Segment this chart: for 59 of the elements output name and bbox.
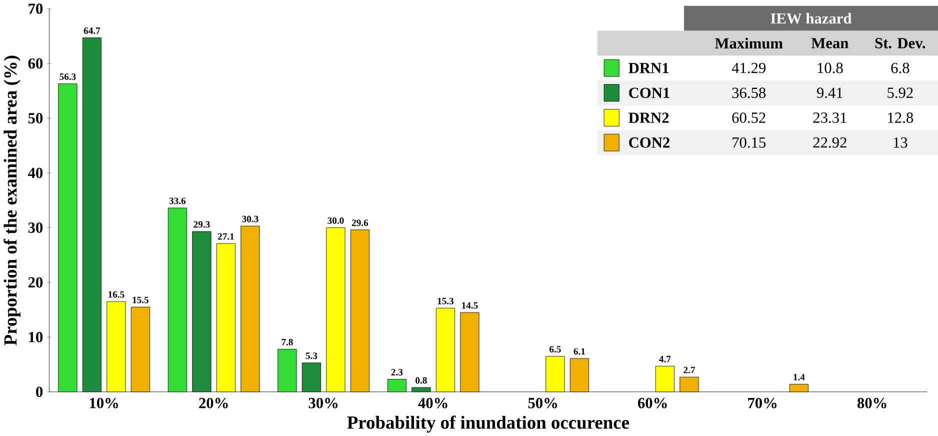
data-label: 14.5 bbox=[462, 302, 478, 309]
data-label: 1.4 bbox=[794, 374, 805, 380]
data-label: 30.0 bbox=[328, 217, 344, 224]
annotation: 41.29 bbox=[732, 62, 766, 74]
annotation: 12.8 bbox=[888, 112, 914, 123]
data-label: 7.8 bbox=[282, 338, 293, 346]
y-tick-label: 50 bbox=[28, 112, 43, 124]
annotation: 60.52 bbox=[732, 112, 766, 123]
y-tick-label: 20 bbox=[28, 277, 43, 288]
y-tick-label: 70 bbox=[28, 3, 43, 14]
y-tick-label: 10 bbox=[29, 332, 43, 342]
annotation: 22.92 bbox=[813, 137, 846, 148]
x-tick-label: 70% bbox=[748, 398, 776, 408]
x-tick-label: 10% bbox=[90, 398, 118, 408]
data-label: 4.7 bbox=[659, 356, 671, 362]
data-label: 30.3 bbox=[242, 216, 258, 222]
data-label: 56.3 bbox=[60, 73, 76, 80]
annotation: 10.8 bbox=[818, 62, 843, 74]
y-tick-label: 60 bbox=[28, 58, 43, 69]
data-label: 16.5 bbox=[108, 291, 124, 298]
annotation: Mean bbox=[811, 38, 848, 48]
x-tick-label: 60% bbox=[638, 398, 667, 408]
legend-label: CON1 bbox=[629, 88, 670, 98]
data-label: 29.6 bbox=[352, 220, 368, 226]
data-label: 29.3 bbox=[194, 221, 210, 228]
annotation: 9.41 bbox=[816, 88, 842, 98]
annotation: Maximum bbox=[714, 38, 783, 49]
legend-label: CON2 bbox=[629, 137, 670, 148]
annotation: 6.8 bbox=[891, 62, 910, 74]
data-label: 0.8 bbox=[416, 377, 427, 384]
data-label: 15.3 bbox=[438, 298, 454, 304]
data-label: 6.1 bbox=[574, 348, 585, 355]
annotation: 23.31 bbox=[813, 112, 846, 123]
annotation: 5.92 bbox=[888, 88, 913, 98]
data-label: 27.1 bbox=[218, 233, 234, 240]
annotation: 13 bbox=[894, 137, 908, 148]
data-label: 5.3 bbox=[306, 352, 318, 359]
data-label: 15.5 bbox=[132, 296, 149, 304]
y-tick-label: 0 bbox=[36, 386, 43, 397]
x-tick-label: 40% bbox=[418, 398, 448, 408]
data-label: 33.6 bbox=[169, 198, 186, 204]
legend-label: DRN2 bbox=[628, 112, 669, 123]
legend-title: IEW hazard bbox=[770, 12, 852, 24]
y-tick-label: 30 bbox=[28, 222, 43, 233]
x-tick-label: 80% bbox=[857, 398, 886, 408]
data-label: 2.3 bbox=[391, 368, 403, 376]
annotation: 70.15 bbox=[732, 137, 766, 148]
y-axis-title: Proportion of the examined area (%) bbox=[4, 56, 20, 346]
legend-label: DRN1 bbox=[628, 62, 668, 74]
data-label: 64.7 bbox=[84, 27, 100, 34]
x-tick-label: 50% bbox=[528, 398, 557, 408]
y-tick-label: 40 bbox=[28, 168, 43, 178]
x-axis-title: Probability of inundation occurence bbox=[347, 416, 630, 433]
x-tick-label: 20% bbox=[199, 398, 228, 408]
annotation: 36.58 bbox=[732, 88, 766, 98]
annotation: St. Dev. bbox=[875, 38, 926, 48]
data-label: 2.7 bbox=[684, 366, 695, 374]
x-tick-label: 30% bbox=[308, 398, 338, 408]
data-label: 6.5 bbox=[550, 346, 561, 352]
